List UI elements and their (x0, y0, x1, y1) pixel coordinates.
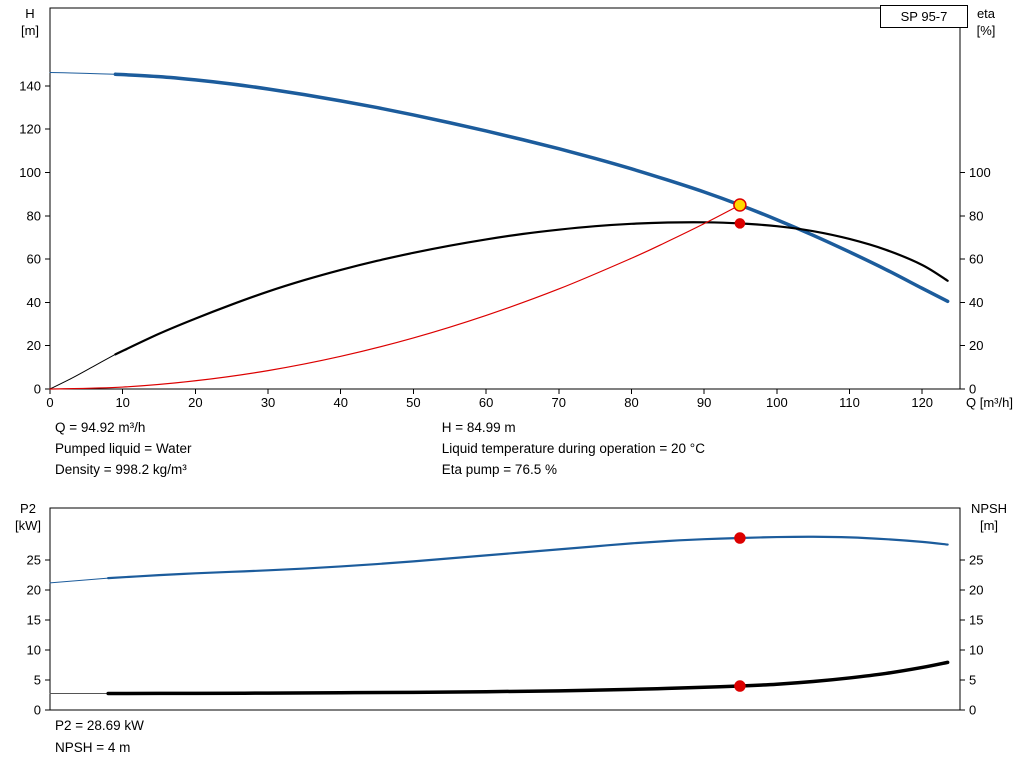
eta-curve-lowflow (49, 353, 116, 390)
left-tick-label: 80 (27, 208, 41, 223)
result-flow: Q = 94.92 m³/h (55, 420, 146, 435)
result-head: H = 84.99 m (441, 420, 516, 435)
p2-curve-lowflow (49, 577, 109, 584)
axis-title-h: H (25, 6, 35, 21)
pump-model-badge: SP 95-7 (880, 5, 968, 28)
duty-point-results: Q = 94.92 m³/h H = 84.99 m Pumped liquid… (55, 417, 705, 480)
axis-title-h-unit: [m] (20, 23, 40, 38)
result-density: Density = 998.2 kg/m³ (55, 462, 187, 477)
x-tick-label: 60 (479, 395, 493, 410)
left-tick-label: 20 (27, 583, 41, 598)
axis-title-npsh-unit: [m] (979, 518, 999, 533)
axis-title-p2-unit: [kW] (15, 518, 41, 533)
x-tick-label: 40 (334, 395, 348, 410)
right-tick-label: 5 (969, 673, 976, 688)
eta-curve (114, 221, 949, 356)
power-npsh-results: P2 = 28.69 kW NPSH = 4 m (55, 715, 144, 759)
x-tick-label: 0 (46, 395, 53, 410)
left-tick-label: 120 (19, 122, 41, 137)
left-tick-label: 15 (27, 613, 41, 628)
left-tick-label: 100 (19, 165, 41, 180)
npsh-curve (106, 660, 950, 696)
right-tick-label: 0 (969, 382, 976, 397)
left-tick-label: 0 (34, 382, 41, 397)
left-tick-label: 140 (19, 78, 41, 93)
result-liquid-temperature: Liquid temperature during operation = 20… (441, 441, 705, 456)
right-tick-label: 25 (969, 553, 983, 568)
plot-frame (49, 7, 961, 390)
duty-point-p2[interactable] (734, 532, 746, 544)
x-tick-label: 50 (406, 395, 420, 410)
axis-title-npsh: NPSH (970, 501, 1008, 516)
x-tick-label: 100 (766, 395, 788, 410)
duty-point-eta[interactable] (734, 218, 746, 229)
right-tick-label: 20 (969, 338, 983, 353)
plot-frame (49, 507, 961, 711)
left-tick-label: 40 (27, 295, 41, 310)
x-tick-label: 20 (188, 395, 202, 410)
head-curve (113, 72, 950, 304)
left-tick-label: 0 (34, 703, 41, 718)
x-tick-label: 70 (552, 395, 566, 410)
x-tick-label: 10 (115, 395, 129, 410)
system-curve (49, 204, 741, 390)
result-eta-pump: Eta pump = 76.5 % (441, 462, 557, 477)
left-tick-label: 10 (27, 643, 41, 658)
right-tick-label: 100 (969, 165, 991, 180)
p2-curve (107, 535, 949, 580)
left-tick-label: 5 (34, 673, 41, 688)
head-curve-lowflow (49, 72, 116, 75)
result-npsh: NPSH = 4 m (55, 740, 131, 755)
left-tick-label: 60 (27, 252, 41, 267)
x-tick-label: 80 (624, 395, 638, 410)
axis-title-eta-unit: [%] (976, 23, 996, 38)
axis-title-eta: eta (976, 6, 996, 21)
right-tick-label: 80 (969, 208, 983, 223)
right-tick-label: 20 (969, 583, 983, 598)
axis-title-p2: P2 (20, 501, 36, 516)
result-p2: P2 = 28.69 kW (55, 718, 144, 733)
top-chart-left-axis-title: H [m] (12, 5, 48, 39)
right-tick-label: 40 (969, 295, 983, 310)
x-axis-title: Q [m³/h] (966, 395, 1013, 410)
left-tick-label: 25 (27, 553, 41, 568)
x-tick-label: 90 (697, 395, 711, 410)
right-tick-label: 0 (969, 703, 976, 718)
right-tick-label: 60 (969, 252, 983, 267)
left-tick-label: 20 (27, 338, 41, 353)
right-tick-label: 15 (969, 613, 983, 628)
top-chart-right-axis-title: eta [%] (966, 5, 1006, 39)
right-tick-label: 10 (969, 643, 983, 658)
result-pumped-liquid: Pumped liquid = Water (55, 441, 192, 456)
x-tick-label: 110 (839, 395, 860, 410)
duty-point-qh[interactable] (733, 198, 747, 212)
bottom-chart-right-axis-title: NPSH [m] (962, 500, 1016, 534)
duty-point-npsh[interactable] (734, 680, 746, 692)
x-tick-label: 30 (261, 395, 275, 410)
bottom-chart-left-axis-title: P2 [kW] (6, 500, 50, 534)
x-tick-label: 120 (911, 395, 933, 410)
